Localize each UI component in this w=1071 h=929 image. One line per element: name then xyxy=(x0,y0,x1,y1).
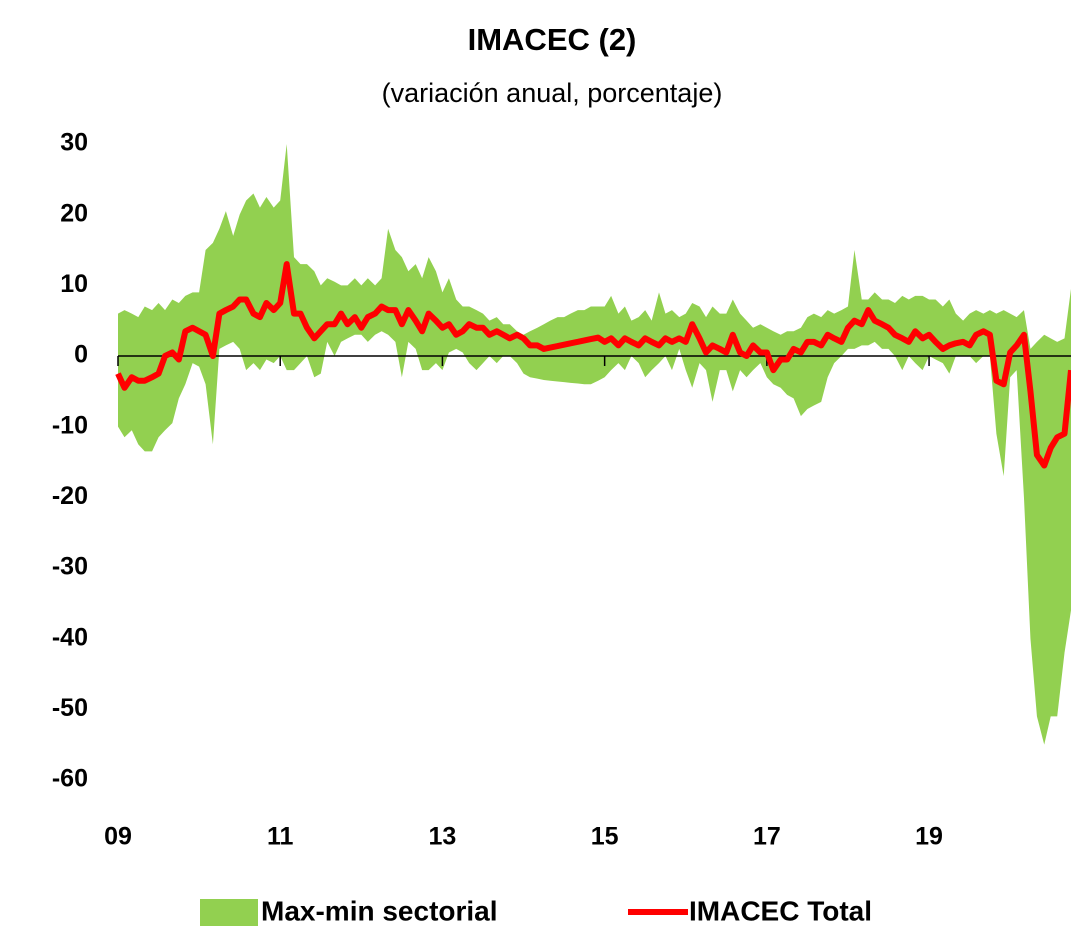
chart-subtitle: (variación anual, porcentaje) xyxy=(382,78,723,108)
y-tick-label: -30 xyxy=(52,553,88,581)
legend-label: Max-min sectorial xyxy=(261,895,498,926)
chart-title: IMACEC (2) xyxy=(468,22,637,57)
y-tick-label: -40 xyxy=(52,623,88,651)
x-tick-label: 17 xyxy=(753,823,781,851)
y-tick-label: 0 xyxy=(74,341,88,369)
legend-swatch xyxy=(200,899,258,926)
line xyxy=(115,261,1071,469)
legend-label: IMACEC Total xyxy=(689,895,872,926)
x-tick-label: 11 xyxy=(267,823,294,851)
y-tick-label: -20 xyxy=(52,482,88,510)
y-tick-label: -50 xyxy=(52,694,88,722)
x-tick-label: 19 xyxy=(915,823,943,851)
y-tick-label: 10 xyxy=(60,270,88,298)
x-tick-label: 13 xyxy=(429,823,457,851)
y-tick-label: -10 xyxy=(52,411,88,439)
band-area xyxy=(118,144,1071,745)
y-tick-label: 20 xyxy=(60,199,88,227)
x-tick-label: 15 xyxy=(591,823,619,851)
y-tick-label: -60 xyxy=(52,765,88,793)
y-tick-label: 30 xyxy=(60,129,88,157)
x-tick-label: 09 xyxy=(104,823,132,851)
